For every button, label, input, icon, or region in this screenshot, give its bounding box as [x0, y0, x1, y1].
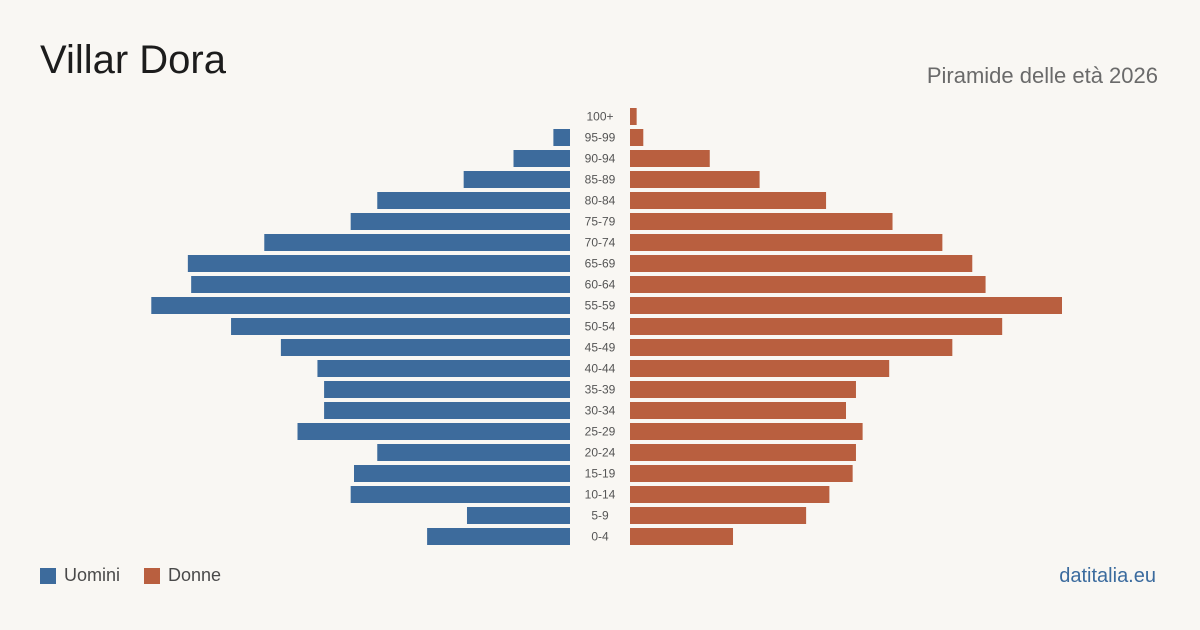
bar-women-0-4: [630, 528, 734, 545]
bar-men-0-4: [427, 528, 570, 545]
legend: Uomini Donne: [40, 565, 221, 586]
chart-subtitle: Piramide delle età 2026: [926, 63, 1158, 88]
age-label-60-64: 60-64: [585, 278, 616, 292]
bar-women-40-44: [630, 360, 890, 377]
bar-women-5-9: [630, 507, 807, 524]
bar-women-80-84: [630, 192, 827, 209]
bar-women-100+: [630, 108, 637, 125]
bar-women-90-94: [630, 150, 710, 167]
legend-swatch-women: [144, 567, 161, 584]
legend-swatch-men: [40, 567, 56, 584]
bar-men-20-24: [377, 444, 570, 461]
bar-women-10-14: [630, 486, 830, 503]
bar-men-30-34: [324, 402, 570, 419]
bar-women-85-89: [630, 171, 760, 188]
age-label-15-19: 15-19: [585, 467, 616, 481]
bar-women-50-54: [630, 318, 1003, 335]
bar-men-15-19: [354, 465, 570, 482]
age-label-95-99: 95-99: [585, 131, 616, 145]
bar-women-55-59: [630, 297, 1062, 314]
age-label-50-54: 50-54: [585, 320, 616, 334]
bar-women-15-19: [630, 465, 853, 482]
bar-women-75-79: [630, 213, 893, 230]
brand-link[interactable]: datitalia.eu: [1059, 565, 1156, 587]
bar-women-20-24: [630, 444, 856, 461]
age-label-30-34: 30-34: [585, 404, 616, 418]
bar-men-50-54: [231, 318, 571, 335]
age-label-75-79: 75-79: [585, 215, 616, 229]
age-label-90-94: 90-94: [585, 152, 616, 166]
legend-label-men: Uomini: [64, 565, 121, 585]
age-label-5-9: 5-9: [591, 509, 609, 523]
bar-men-45-49: [280, 339, 570, 356]
bar-men-80-84: [377, 192, 570, 209]
age-label-0-4: 0-4: [591, 530, 609, 544]
bar-men-25-29: [297, 423, 570, 440]
age-label-80-84: 80-84: [585, 194, 616, 208]
age-label-10-14: 10-14: [585, 488, 616, 502]
bar-men-95-99: [553, 129, 570, 146]
legend-label-women: Donne: [168, 565, 222, 585]
age-label-55-59: 55-59: [585, 299, 616, 313]
bar-women-65-69: [630, 255, 973, 272]
bar-men-35-39: [324, 381, 570, 398]
bar-men-60-64: [191, 276, 570, 293]
age-label-25-29: 25-29: [585, 425, 616, 439]
bar-women-35-39: [630, 381, 856, 398]
bar-men-40-44: [317, 360, 570, 377]
bar-men-70-74: [264, 234, 570, 251]
age-label-45-49: 45-49: [585, 341, 616, 355]
bar-men-55-59: [151, 297, 571, 314]
bar-women-60-64: [630, 276, 986, 293]
bar-women-30-34: [630, 402, 846, 419]
bar-women-70-74: [630, 234, 943, 251]
bar-women-95-99: [630, 129, 644, 146]
bar-men-90-94: [513, 150, 570, 167]
bar-women-25-29: [630, 423, 863, 440]
bar-women-45-49: [630, 339, 953, 356]
legend-item-women: Donne: [144, 565, 221, 586]
age-label-70-74: 70-74: [585, 236, 616, 250]
bar-men-75-79: [350, 213, 570, 230]
bar-men-85-89: [463, 171, 570, 188]
age-label-35-39: 35-39: [585, 383, 616, 397]
bar-men-5-9: [466, 507, 570, 524]
age-label-20-24: 20-24: [585, 446, 616, 460]
bar-men-65-69: [187, 255, 570, 272]
chart-title: Villar Dora: [40, 38, 226, 82]
age-label-40-44: 40-44: [585, 362, 616, 376]
age-label-100+: 100+: [586, 110, 613, 124]
bar-men-10-14: [350, 486, 570, 503]
age-label-65-69: 65-69: [585, 257, 616, 271]
legend-item-men: Uomini: [40, 565, 120, 586]
age-label-85-89: 85-89: [585, 173, 616, 187]
